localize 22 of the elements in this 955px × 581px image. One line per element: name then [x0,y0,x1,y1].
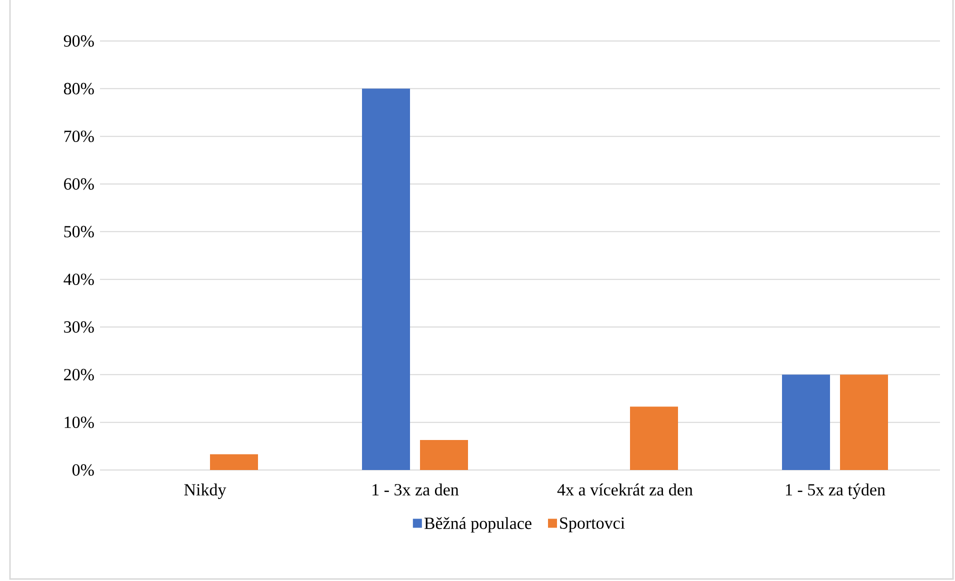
bar [420,440,468,470]
x-tick-label: 1 - 5x za týden [786,484,886,500]
bar [210,454,258,470]
x-tick-label: 1 - 3x za den [372,484,459,496]
y-tick-label: 70% [64,130,94,142]
y-tick-label: 0% [72,464,94,476]
y-tick-label: 60% [64,178,94,190]
y-tick-label: 80% [64,82,94,94]
legend-label: Běžná populace [424,517,532,533]
bar [782,374,830,470]
y-tick-label: 40% [64,274,94,286]
y-tick-label: 10% [64,416,94,428]
bar [630,406,678,470]
bar [362,88,410,470]
y-tick-label: 20% [64,368,94,380]
y-tick-label: 30% [64,321,94,333]
x-tick-label: 4x a vícekrát za den [557,484,693,496]
y-tick-label: 50% [64,226,94,238]
bar [840,374,888,470]
legend-label: Sportovci [560,517,625,532]
x-tick-label: Nikdy [184,484,226,499]
y-tick-label: 90% [64,35,94,47]
